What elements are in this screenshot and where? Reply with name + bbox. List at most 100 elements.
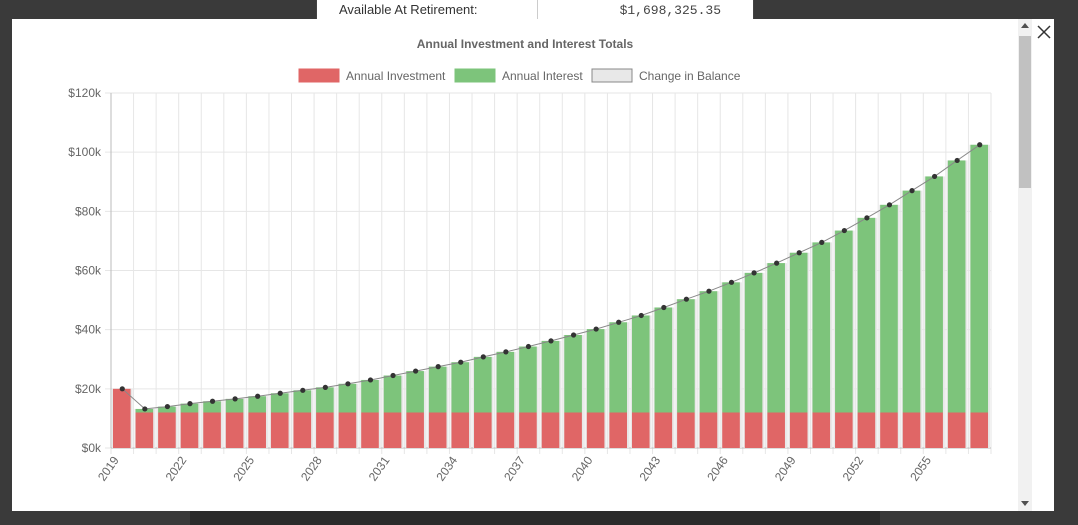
bar-interest [970, 144, 989, 413]
bar-interest [225, 398, 244, 413]
balance-point [119, 386, 125, 392]
x-tick-label: 2019 [95, 453, 122, 483]
bar-interest [406, 371, 424, 413]
bar-investment [361, 412, 379, 448]
balance-point [931, 173, 938, 180]
bar-interest [316, 387, 334, 413]
close-icon[interactable] [1034, 22, 1054, 42]
bar-investment [744, 412, 763, 448]
bar-interest [699, 291, 718, 413]
bar-investment [654, 412, 673, 448]
bar-interest [270, 393, 289, 413]
balance-point [142, 406, 148, 412]
bar-investment [248, 412, 266, 448]
bar-investment [609, 412, 628, 448]
bar-investment [225, 412, 244, 448]
bar-investment [428, 412, 447, 448]
bar-investment [722, 412, 740, 448]
scroll-thumb[interactable] [1019, 36, 1031, 188]
modal-scrollbar[interactable] [1018, 19, 1032, 511]
balance-point [548, 338, 554, 344]
scroll-up-arrow-icon[interactable] [1021, 23, 1029, 28]
x-tick-label: 2043 [636, 453, 663, 483]
background-summary-row: Available At Retirement: $1,698,325.35 [316, 0, 754, 19]
bar-investment [383, 412, 402, 448]
bar-investment [925, 412, 943, 448]
bar-interest [654, 307, 673, 413]
x-tick-label: 2028 [298, 453, 325, 483]
bar-interest [338, 383, 357, 413]
balance-point [390, 372, 396, 379]
bar-investment [586, 412, 605, 448]
balance-point [300, 387, 306, 393]
bar-interest [902, 190, 921, 413]
bar-interest [744, 272, 763, 413]
balance-point [796, 250, 802, 256]
balance-point [616, 319, 622, 325]
y-tick-label: $0k [82, 441, 102, 455]
legend-swatch-0 [298, 68, 340, 83]
bar-interest [857, 217, 876, 413]
balance-point [503, 349, 509, 355]
bar-interest [947, 160, 966, 413]
bar-investment [474, 412, 492, 448]
bar-investment [316, 412, 334, 448]
y-tick-label: $40k [75, 323, 102, 337]
bar-interest [541, 340, 560, 413]
scroll-down-arrow-icon[interactable] [1021, 501, 1029, 506]
balance-point [435, 364, 441, 370]
balance-point [706, 288, 712, 294]
legend-swatch-2 [591, 68, 633, 83]
bar-investment [902, 412, 921, 448]
bar-investment [812, 412, 831, 448]
bar-interest [180, 403, 199, 413]
bar-investment [270, 412, 289, 448]
close-button[interactable] [1034, 22, 1054, 42]
bar-interest [361, 379, 379, 413]
bar-interest [586, 329, 605, 413]
available-at-retirement-label: Available At Retirement: [339, 2, 478, 17]
balance-point [841, 227, 847, 234]
x-tick-label: 2031 [366, 453, 393, 483]
balance-point [683, 296, 689, 302]
balance-point [774, 260, 780, 266]
x-tick-label: 2040 [569, 453, 596, 483]
bar-interest [496, 351, 515, 413]
y-tick-label: $20k [75, 382, 102, 396]
balance-point [751, 270, 757, 276]
bar-investment [541, 412, 560, 448]
balance-point [322, 384, 328, 390]
bar-interest [248, 396, 266, 413]
balance-point [593, 326, 599, 332]
y-tick-label: $120k [68, 86, 102, 100]
balance-point [977, 142, 983, 148]
available-at-retirement-value: $1,698,325.35 [619, 3, 721, 18]
legend-swatch-1 [454, 68, 496, 83]
balance-point [909, 188, 915, 194]
balance-point [728, 279, 735, 285]
bar-interest [428, 366, 447, 413]
bar-investment [158, 412, 176, 448]
legend-label-0: Annual Investment [346, 69, 446, 83]
bar-investment [338, 412, 357, 448]
balance-point [458, 359, 464, 365]
bar-investment [631, 412, 650, 448]
balance-point [187, 401, 193, 407]
bar-interest [835, 230, 853, 413]
bar-investment [564, 412, 582, 448]
bar-interest [609, 322, 628, 413]
bar-investment [451, 412, 470, 448]
x-tick-label: 2055 [907, 453, 934, 483]
bar-investment [135, 412, 154, 448]
bar-interest [789, 252, 808, 413]
x-tick-label: 2022 [163, 453, 190, 483]
legend-label-2: Change in Balance [639, 69, 741, 83]
balance-point [413, 368, 419, 374]
bar-interest [677, 299, 695, 413]
bar-investment [406, 412, 424, 448]
balance-point [886, 202, 893, 208]
bar-interest [158, 406, 176, 413]
bar-interest [203, 401, 221, 413]
bar-investment [113, 388, 131, 448]
balance-point [255, 393, 261, 399]
